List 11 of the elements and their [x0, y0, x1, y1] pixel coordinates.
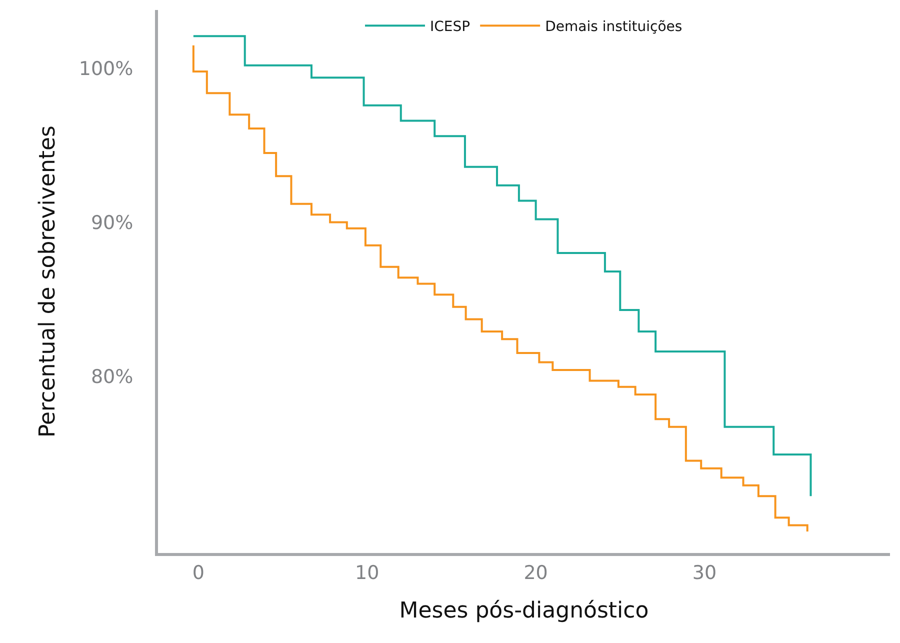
y-axis-title: Percentual de sobreviventes — [36, 125, 61, 438]
x-tick-label: 10 — [355, 562, 380, 584]
legend-label: ICESP — [430, 19, 470, 36]
x-tick-label: 0 — [192, 562, 205, 584]
legend-label: Demais instituições — [545, 19, 682, 36]
y-tick-label: 80% — [90, 366, 134, 388]
x-axis-title: Meses pós-diagnóstico — [399, 598, 649, 624]
x-tick-label: 30 — [692, 562, 717, 584]
y-tick-label: 100% — [78, 58, 134, 80]
y-tick-label: 90% — [90, 212, 134, 234]
x-tick-label: 20 — [524, 562, 548, 584]
